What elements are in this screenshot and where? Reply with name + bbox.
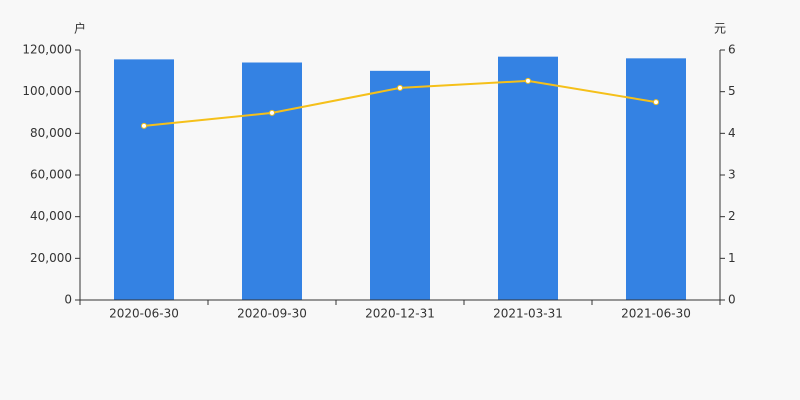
y-tick-label: 20,000 <box>30 251 72 265</box>
line-point <box>525 77 531 84</box>
y2-tick-label: 1 <box>728 251 736 265</box>
x-tick-label: 2020-09-30 <box>237 307 307 321</box>
y2-tick-label: 2 <box>728 209 736 223</box>
x-tick-label: 2020-06-30 <box>109 307 179 321</box>
x-tick-label: 2020-12-31 <box>365 307 435 321</box>
y2-tick-label: 3 <box>728 168 736 182</box>
y2-tick-label: 5 <box>728 84 736 98</box>
bar <box>370 70 430 300</box>
y2-tick-label: 4 <box>728 126 736 140</box>
line-point <box>653 99 659 106</box>
x-tick-label: 2021-06-30 <box>621 307 691 321</box>
y-tick-label: 100,000 <box>22 84 72 98</box>
x-tick-label: 2021-03-31 <box>493 307 563 321</box>
y2-axis-label: 元 <box>714 22 726 36</box>
y2-tick-label: 6 <box>728 43 736 57</box>
y-tick-label: 80,000 <box>30 126 72 140</box>
bar <box>626 58 686 301</box>
y2-tick-label: 0 <box>728 293 736 307</box>
y-tick-label: 60,000 <box>30 168 72 182</box>
line-point <box>269 109 275 116</box>
y-axis-label: 户 <box>74 21 86 36</box>
y-tick-label: 0 <box>64 293 72 307</box>
bar <box>498 56 558 300</box>
bar <box>114 59 174 300</box>
y-tick-label: 120,000 <box>22 43 72 57</box>
line-point <box>141 122 147 129</box>
y-tick-label: 40,000 <box>30 209 72 223</box>
bar <box>242 62 302 300</box>
line-point <box>397 84 403 91</box>
